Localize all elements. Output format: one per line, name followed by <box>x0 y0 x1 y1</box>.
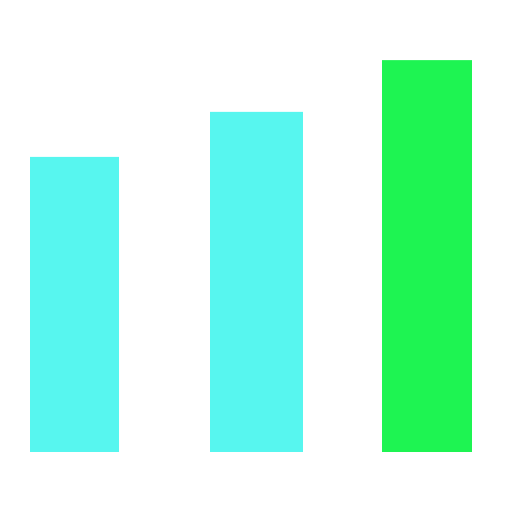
bar-series <box>30 60 472 453</box>
bar-3 <box>382 60 472 452</box>
bar-1 <box>30 156 119 453</box>
bar-2 <box>210 111 303 452</box>
